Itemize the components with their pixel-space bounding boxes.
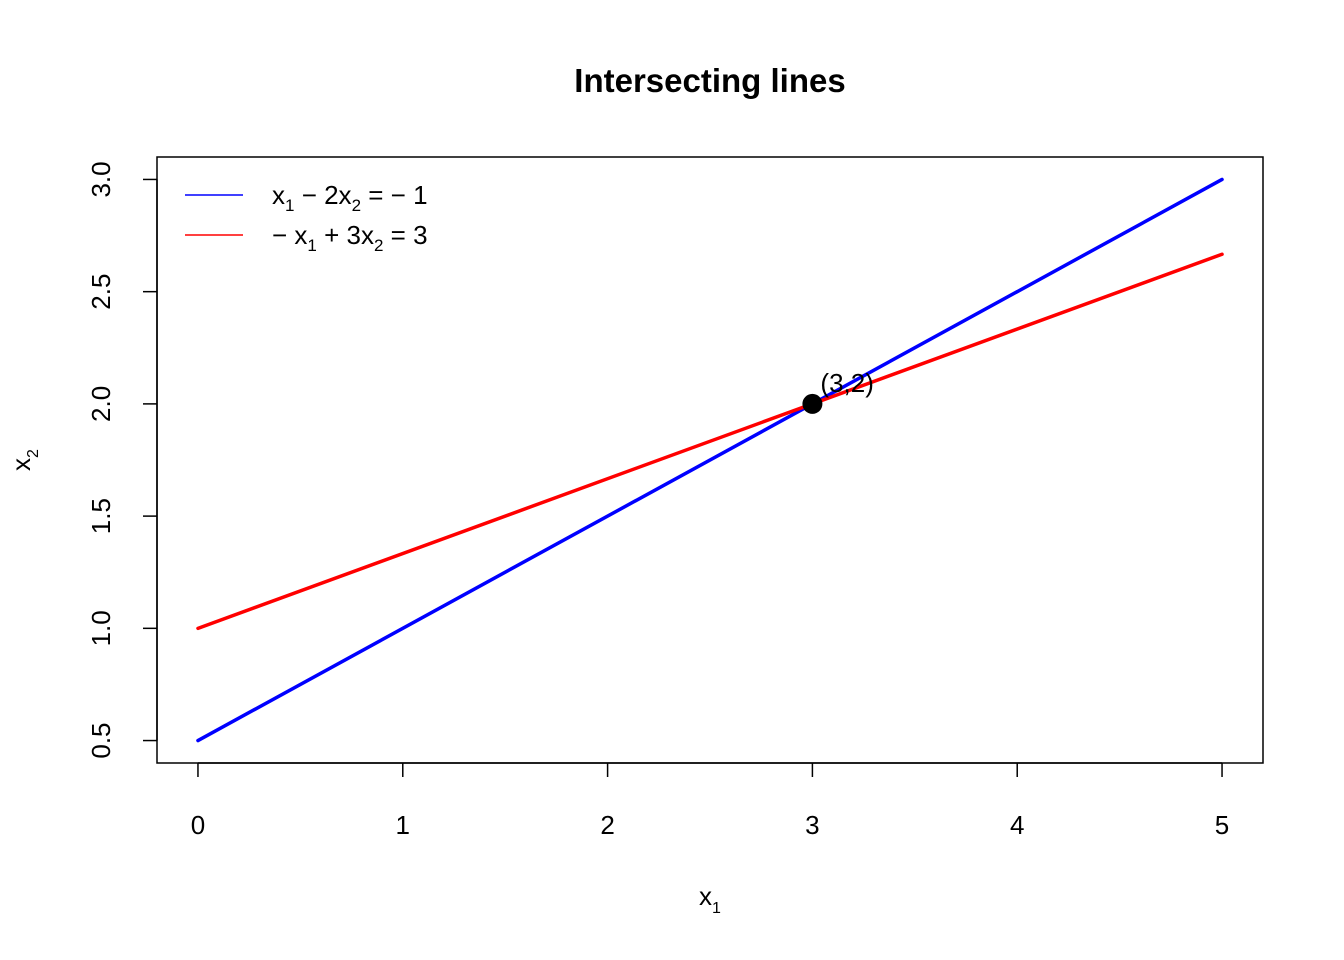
x-axis-label: x1 <box>699 881 721 917</box>
intersection-label: (3,2) <box>820 368 873 398</box>
legend: x1 − 2x2 = − 1 − x1 + 3x2 = 3 <box>185 180 428 255</box>
y-axis-label: x2 <box>6 449 42 471</box>
x-tick-label: 3 <box>805 810 819 840</box>
y-tick-label: 0.5 <box>86 722 116 758</box>
y-tick-label: 3.0 <box>86 161 116 197</box>
series-line-2 <box>196 252 1224 631</box>
intersection-point <box>802 393 823 414</box>
x-tick-label: 1 <box>396 810 410 840</box>
legend-label-1: x1 − 2x2 = − 1 <box>272 180 428 215</box>
y-tick-label: 1.5 <box>86 498 116 534</box>
x-axis: 0 1 2 3 4 5 <box>191 762 1229 840</box>
x-tick-label: 5 <box>1215 810 1229 840</box>
points-group: (3,2) <box>802 368 874 414</box>
chart-title: Intersecting lines <box>574 62 845 99</box>
x-tick-label: 4 <box>1010 810 1024 840</box>
y-tick-label: 2.0 <box>86 386 116 422</box>
y-axis: 0.5 1.0 1.5 2.0 2.5 3.0 <box>86 161 158 759</box>
series-group <box>196 177 1224 743</box>
x-tick-label: 0 <box>191 810 205 840</box>
series-line-1 <box>196 177 1224 743</box>
y-tick-label: 1.0 <box>86 610 116 646</box>
x-tick-label: 2 <box>600 810 614 840</box>
y-tick-label: 2.5 <box>86 274 116 310</box>
legend-label-2: − x1 + 3x2 = 3 <box>272 220 428 255</box>
